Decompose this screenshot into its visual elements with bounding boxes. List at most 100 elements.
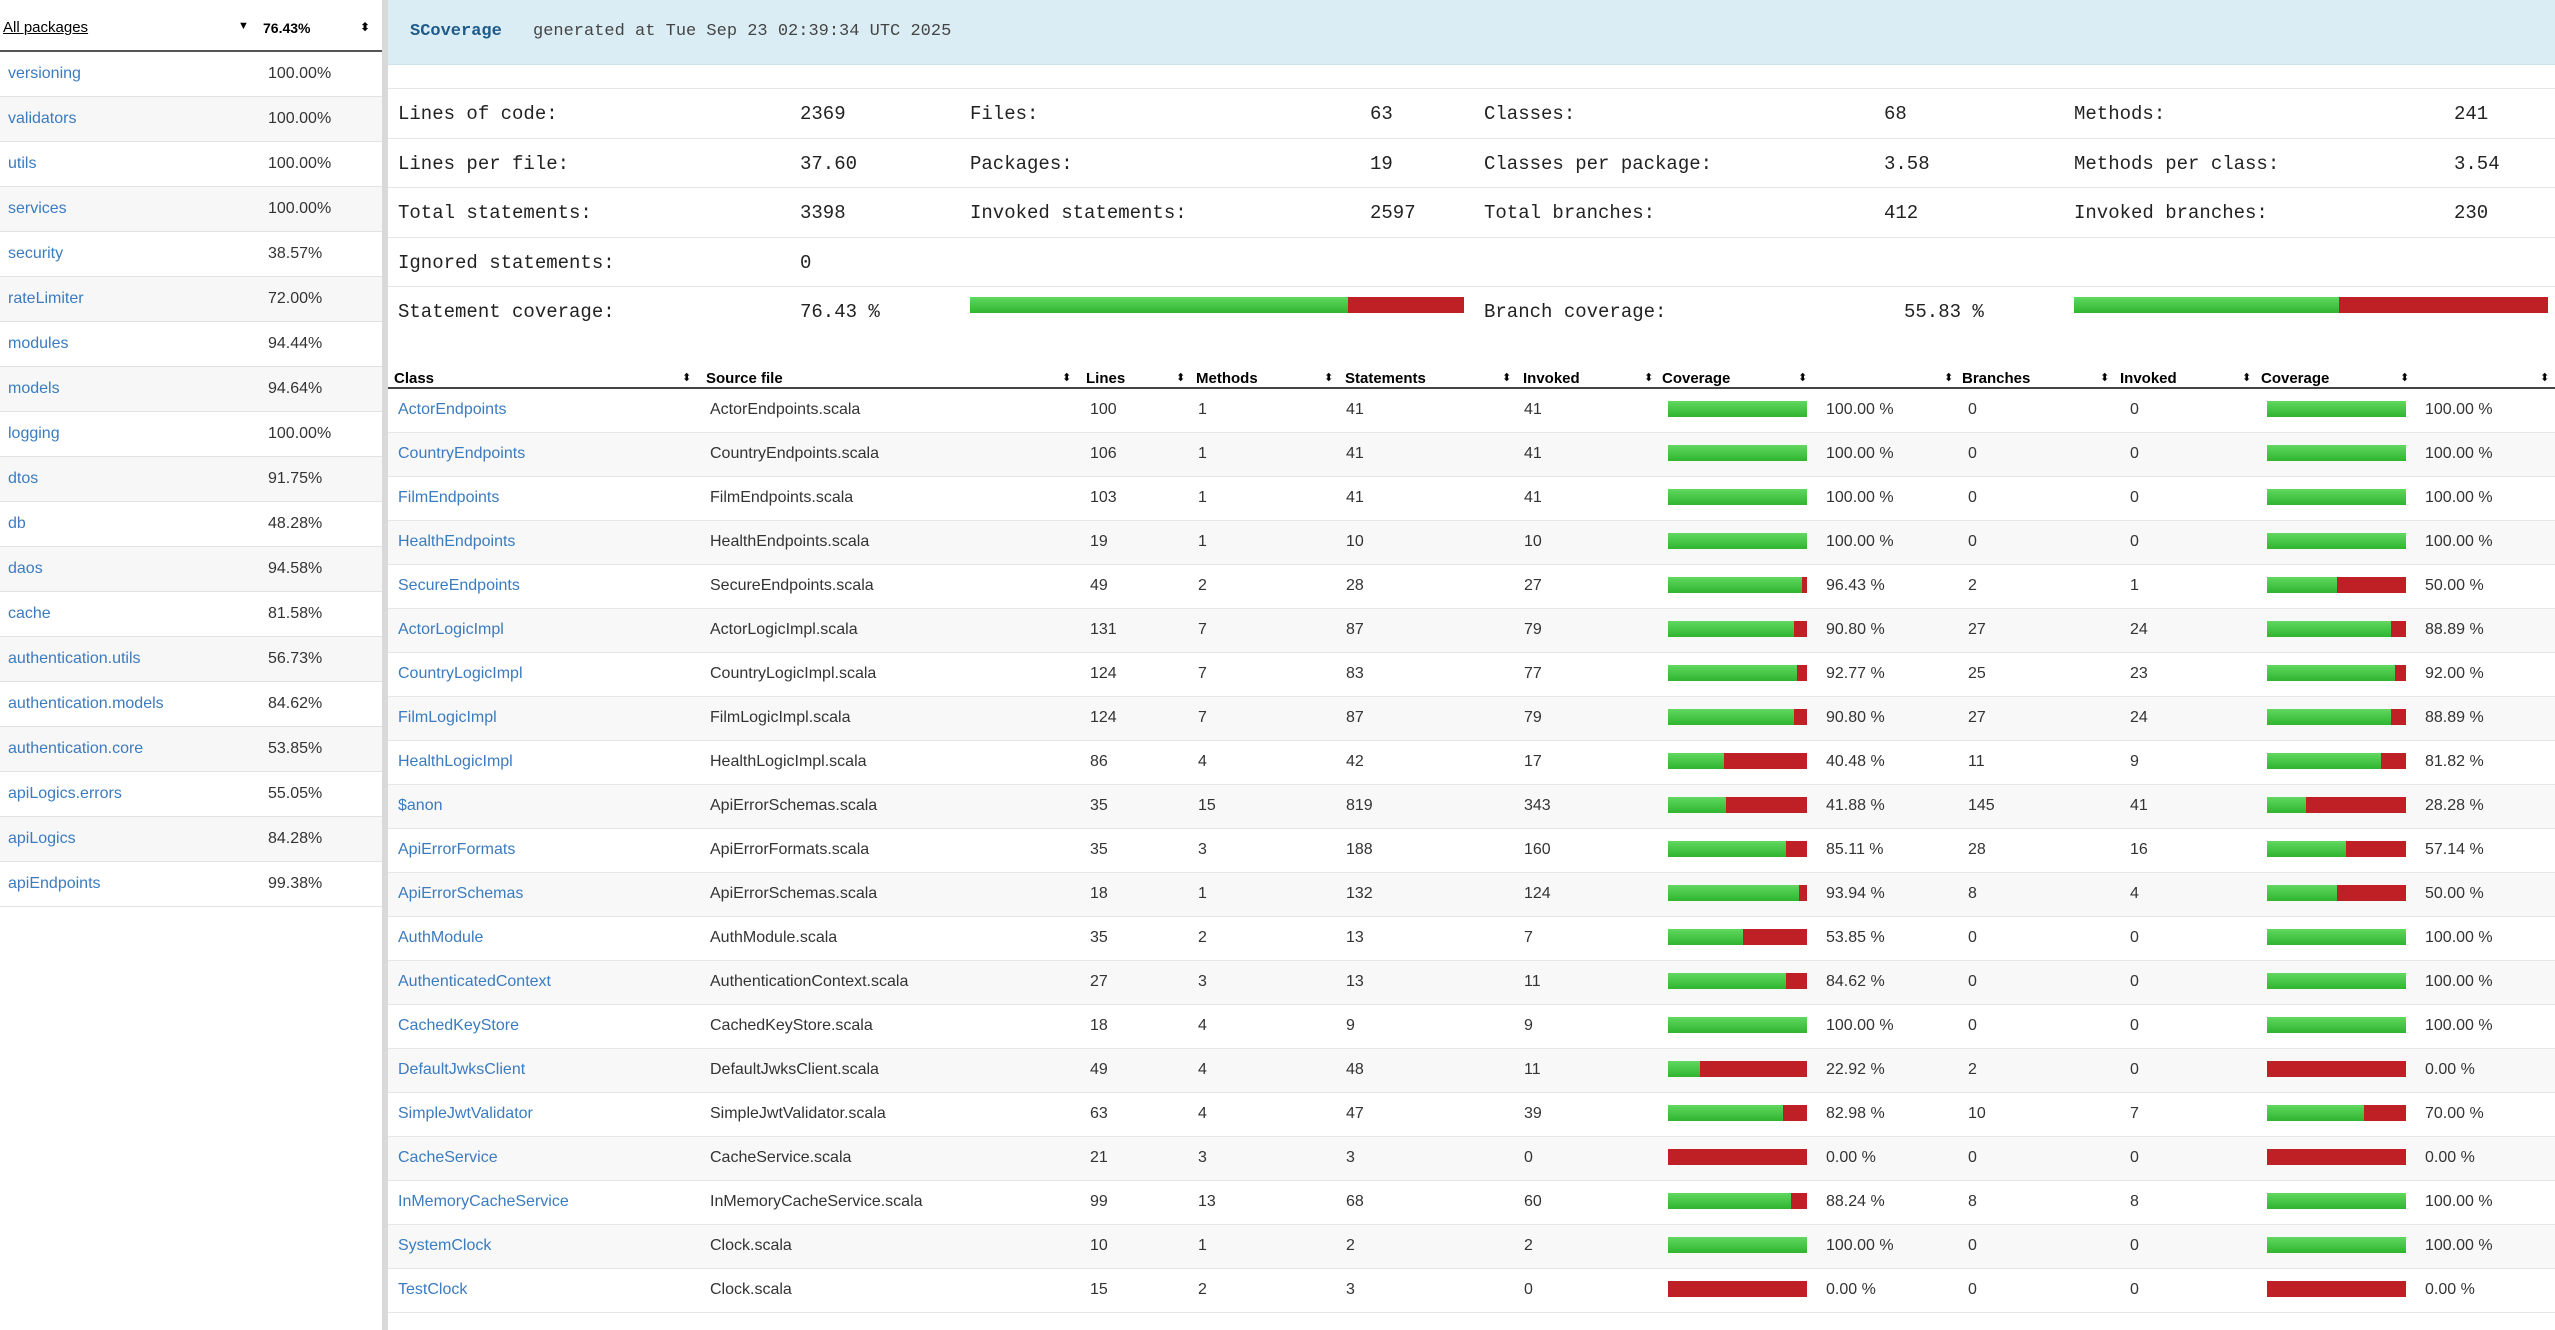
sort-toggle-icon[interactable]: ⬍ (360, 20, 371, 34)
uncovered-segment (1785, 973, 1807, 989)
cell-file: ApiErrorSchemas.scala (710, 797, 878, 814)
class-link[interactable]: ActorLogicImpl (398, 621, 504, 638)
class-link[interactable]: TestClock (398, 1281, 468, 1298)
class-link[interactable]: SimpleJwtValidator (398, 1105, 533, 1122)
column-header[interactable]: Class (394, 370, 435, 387)
column-header[interactable]: Statements (1345, 370, 1426, 387)
sort-icon[interactable]: ⬍ (682, 372, 692, 384)
column-header[interactable]: Methods (1196, 370, 1258, 387)
column-header[interactable]: Coverage (1662, 370, 1731, 387)
sort-icon[interactable]: ⬍ (1798, 372, 1808, 384)
package-row[interactable]: modules 94.44% (0, 322, 382, 367)
class-link[interactable]: ApiErrorFormats (398, 841, 516, 858)
package-row[interactable]: daos 94.58% (0, 547, 382, 592)
package-coverage: 55.05% (268, 785, 323, 802)
class-link[interactable]: FilmEndpoints (398, 489, 500, 506)
class-link[interactable]: ApiErrorSchemas (398, 885, 524, 902)
package-row[interactable]: security 38.57% (0, 232, 382, 277)
cell-file: FilmLogicImpl.scala (710, 709, 851, 726)
package-row[interactable]: authentication.models 84.62% (0, 682, 382, 727)
package-link[interactable]: daos (8, 560, 43, 577)
sort-icon[interactable]: ⬍ (1062, 372, 1072, 384)
package-link[interactable]: modules (8, 335, 69, 352)
table-row: ActorLogicImpl ActorLogicImpl.scala 131 7 87… (388, 609, 2555, 653)
column-header[interactable]: Branches (1962, 370, 2031, 387)
package-row[interactable]: rateLimiter 72.00% (0, 277, 382, 322)
sort-icon[interactable]: ⬍ (1944, 372, 1954, 384)
class-link[interactable]: AuthenticatedContext (398, 973, 551, 990)
package-row[interactable]: utils 100.00% (0, 142, 382, 187)
package-link[interactable]: models (8, 380, 60, 397)
package-row[interactable]: services 100.00% (0, 187, 382, 232)
class-link[interactable]: ActorEndpoints (398, 401, 507, 418)
class-link[interactable]: CountryEndpoints (398, 445, 526, 462)
sort-icon[interactable]: ⬍ (2100, 372, 2110, 384)
package-link[interactable]: dtos (8, 470, 39, 487)
panel-divider[interactable] (382, 0, 388, 1330)
sort-icon[interactable]: ⬍ (1644, 372, 1654, 384)
package-link[interactable]: security (8, 245, 64, 262)
class-link[interactable]: InMemoryCacheService (398, 1193, 569, 1210)
class-link[interactable]: HealthEndpoints (398, 533, 516, 550)
class-link[interactable]: SecureEndpoints (398, 577, 520, 594)
class-link[interactable]: DefaultJwksClient (398, 1061, 526, 1078)
sort-icon[interactable]: ⬍ (1176, 372, 1186, 384)
package-link[interactable]: authentication.core (8, 740, 144, 757)
package-link[interactable]: rateLimiter (8, 290, 84, 307)
package-row[interactable]: cache 81.58% (0, 592, 382, 637)
package-link[interactable]: authentication.utils (8, 650, 141, 667)
cell-branches-invoked: 0 (2130, 973, 2139, 990)
covered-segment (2267, 621, 2391, 637)
stat-value: 2597 (1370, 202, 1416, 224)
package-link[interactable]: versioning (8, 65, 81, 82)
package-coverage: 56.73% (268, 650, 323, 667)
sort-icon[interactable]: ⬍ (2400, 372, 2410, 384)
package-link[interactable]: apiEndpoints (8, 875, 101, 892)
package-link[interactable]: apiLogics (8, 830, 76, 847)
package-row[interactable]: authentication.utils 56.73% (0, 637, 382, 682)
package-link[interactable]: logging (8, 425, 60, 442)
package-row[interactable]: dtos 91.75% (0, 457, 382, 502)
package-row[interactable]: authentication.core 53.85% (0, 727, 382, 772)
package-row[interactable]: apiLogics 84.28% (0, 817, 382, 862)
class-link[interactable]: HealthLogicImpl (398, 753, 513, 770)
column-header[interactable]: Source file (706, 370, 783, 387)
package-row[interactable]: apiLogics.errors 55.05% (0, 772, 382, 817)
sort-icon[interactable]: ⬍ (1502, 372, 1512, 384)
package-link[interactable]: validators (8, 110, 77, 127)
sort-icon[interactable]: ⬍ (1324, 372, 1334, 384)
package-link[interactable]: utils (8, 155, 37, 172)
class-link[interactable]: CountryLogicImpl (398, 665, 523, 682)
statement-coverage-bar (1668, 1193, 1807, 1209)
all-packages-link[interactable]: All packages (3, 19, 89, 36)
class-link[interactable]: FilmLogicImpl (398, 709, 497, 726)
column-header[interactable]: Invoked (2120, 370, 2177, 387)
class-link[interactable]: CacheService (398, 1149, 498, 1166)
package-row[interactable]: versioning 100.00% (0, 52, 382, 97)
branch-coverage-bar (2267, 1193, 2406, 1209)
package-coverage: 48.28% (268, 515, 323, 532)
class-link[interactable]: CachedKeyStore (398, 1017, 519, 1034)
package-link[interactable]: authentication.models (8, 695, 164, 712)
column-header[interactable]: Invoked (1523, 370, 1580, 387)
package-row[interactable]: db 48.28% (0, 502, 382, 547)
sort-icon[interactable]: ⬍ (2242, 372, 2252, 384)
column-header[interactable]: Lines (1086, 370, 1126, 387)
sort-down-icon[interactable]: ▼ (238, 20, 249, 32)
covered-segment (1668, 665, 1797, 681)
package-link[interactable]: services (8, 200, 67, 217)
package-row[interactable]: apiEndpoints 99.38% (0, 862, 382, 907)
package-link[interactable]: cache (8, 605, 51, 622)
class-link[interactable]: AuthModule (398, 929, 484, 946)
package-link[interactable]: apiLogics.errors (8, 785, 122, 802)
class-link[interactable]: SystemClock (398, 1237, 492, 1254)
column-header[interactable]: Coverage (2261, 370, 2330, 387)
class-link[interactable]: $anon (398, 797, 443, 814)
branch-coverage-bar (2267, 445, 2406, 461)
branch-coverage-value: 55.83 % (1904, 301, 1984, 323)
package-row[interactable]: models 94.64% (0, 367, 382, 412)
package-row[interactable]: validators 100.00% (0, 97, 382, 142)
package-row[interactable]: logging 100.00% (0, 412, 382, 457)
package-link[interactable]: db (8, 515, 26, 532)
sort-icon[interactable]: ⬍ (2540, 372, 2550, 384)
